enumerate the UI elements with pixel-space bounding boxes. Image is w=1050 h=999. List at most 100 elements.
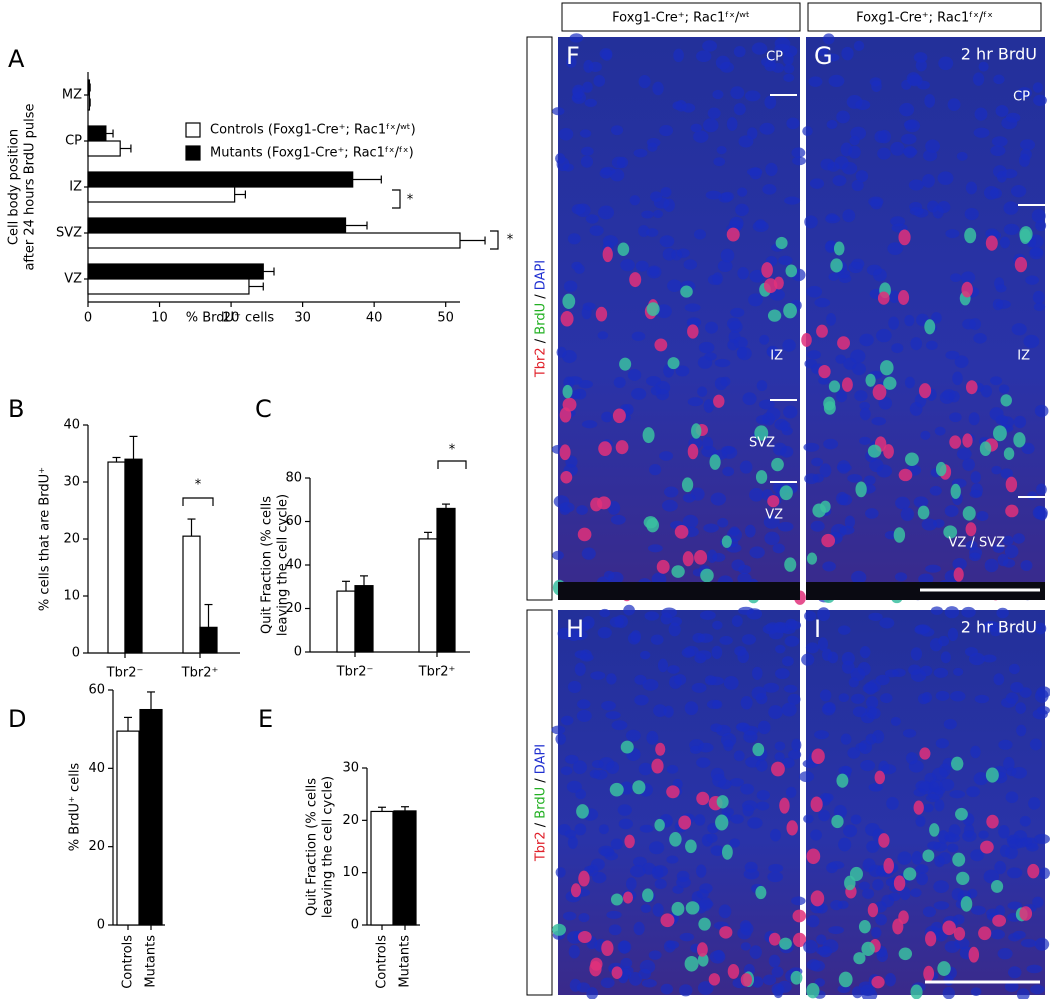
bar bbox=[87, 232, 461, 249]
nucleus bbox=[1001, 697, 1016, 708]
nucleus bbox=[698, 742, 714, 753]
nucleus bbox=[807, 350, 822, 360]
nucleus bbox=[702, 436, 714, 450]
nucleus bbox=[814, 730, 830, 740]
nucleus bbox=[717, 517, 729, 528]
stain-name: BrdU bbox=[533, 303, 548, 335]
nucleus bbox=[704, 321, 719, 334]
nucleus bbox=[962, 830, 977, 842]
labeled-nucleus bbox=[671, 901, 685, 916]
labeled-nucleus bbox=[855, 481, 867, 498]
labeled-nucleus bbox=[953, 567, 964, 582]
nucleus bbox=[704, 675, 717, 686]
labeled-nucleus bbox=[562, 384, 573, 399]
nucleus bbox=[868, 196, 884, 207]
labeled-nucleus bbox=[879, 360, 894, 376]
stain-name: DAPI bbox=[533, 260, 548, 290]
nucleus bbox=[755, 415, 770, 425]
nucleus bbox=[804, 473, 819, 485]
nucleus bbox=[675, 365, 690, 377]
error-bar bbox=[129, 435, 138, 460]
labeled-nucleus bbox=[893, 527, 906, 543]
nucleus bbox=[900, 507, 915, 522]
labeled-nucleus bbox=[696, 791, 710, 806]
significance-star: * bbox=[195, 478, 202, 493]
nucleus bbox=[611, 156, 626, 169]
nucleus bbox=[926, 340, 938, 351]
nucleus bbox=[691, 682, 707, 693]
error-bar bbox=[263, 267, 275, 276]
labeled-nucleus bbox=[779, 485, 793, 501]
nucleus bbox=[908, 664, 921, 676]
stain-separator: / bbox=[533, 290, 548, 303]
nucleus bbox=[976, 510, 989, 522]
labeled-nucleus bbox=[719, 926, 733, 939]
nucleus bbox=[660, 612, 673, 625]
nucleus bbox=[851, 570, 867, 585]
nucleus bbox=[1004, 981, 1019, 993]
nucleus bbox=[607, 501, 621, 515]
labeled-nucleus bbox=[642, 888, 654, 903]
labeled-nucleus bbox=[801, 333, 812, 347]
nucleus bbox=[566, 780, 582, 793]
nucleus bbox=[952, 371, 963, 386]
nucleus bbox=[1000, 468, 1014, 479]
nucleus bbox=[802, 126, 813, 137]
bar bbox=[87, 278, 250, 295]
labeled-nucleus bbox=[993, 425, 1007, 442]
nucleus bbox=[859, 436, 871, 445]
nucleus bbox=[915, 815, 926, 827]
cells bbox=[799, 606, 1050, 999]
column-header-box bbox=[807, 2, 1042, 32]
nucleus bbox=[871, 927, 882, 939]
nucleus bbox=[921, 518, 938, 531]
nucleus bbox=[868, 612, 883, 622]
nucleus bbox=[1033, 94, 1047, 107]
y-axis-label: % cells that are BrdU⁺ bbox=[38, 467, 53, 611]
nucleus bbox=[564, 754, 579, 765]
nucleus bbox=[777, 521, 794, 532]
nucleus bbox=[782, 656, 794, 667]
column-header: Foxg1-Cre⁺; Rac1ᶠˣ/ᶠˣ bbox=[856, 11, 993, 26]
nucleus bbox=[787, 620, 802, 630]
nucleus bbox=[582, 81, 593, 93]
error-bar bbox=[120, 144, 132, 153]
x-tick-label: 40 bbox=[366, 311, 383, 326]
nucleus bbox=[639, 959, 656, 974]
bar bbox=[87, 79, 91, 96]
nucleus bbox=[599, 167, 613, 179]
nucleus bbox=[746, 167, 763, 176]
nucleus bbox=[826, 862, 838, 874]
nucleus bbox=[1005, 791, 1019, 804]
ventricle bbox=[558, 582, 800, 600]
nucleus bbox=[956, 447, 972, 460]
zone-label: VZ / SVZ bbox=[949, 536, 1006, 551]
significance-star: * bbox=[449, 443, 456, 458]
nucleus bbox=[962, 458, 975, 472]
nucleus bbox=[808, 76, 823, 87]
nucleus bbox=[551, 725, 566, 735]
nucleus bbox=[590, 671, 606, 680]
y-tick-label: 40 bbox=[63, 418, 80, 433]
labeled-nucleus bbox=[867, 903, 879, 918]
labeled-nucleus bbox=[961, 281, 973, 298]
nucleus bbox=[765, 162, 778, 177]
panel-letter: A bbox=[8, 45, 25, 73]
nucleus bbox=[712, 699, 723, 709]
nucleus bbox=[586, 987, 599, 999]
nucleus bbox=[836, 390, 848, 403]
nucleus bbox=[1010, 185, 1027, 198]
nucleus bbox=[902, 729, 917, 738]
nucleus bbox=[697, 633, 714, 643]
nucleus bbox=[768, 954, 781, 968]
nucleus bbox=[633, 148, 648, 158]
nucleus bbox=[927, 841, 941, 850]
nucleus bbox=[603, 570, 615, 581]
nucleus bbox=[597, 626, 612, 639]
nucleus bbox=[838, 693, 850, 703]
labeled-nucleus bbox=[570, 883, 582, 898]
nucleus bbox=[654, 878, 667, 890]
labeled-nucleus bbox=[979, 441, 992, 457]
labeled-nucleus bbox=[681, 477, 694, 493]
nucleus bbox=[933, 667, 949, 678]
